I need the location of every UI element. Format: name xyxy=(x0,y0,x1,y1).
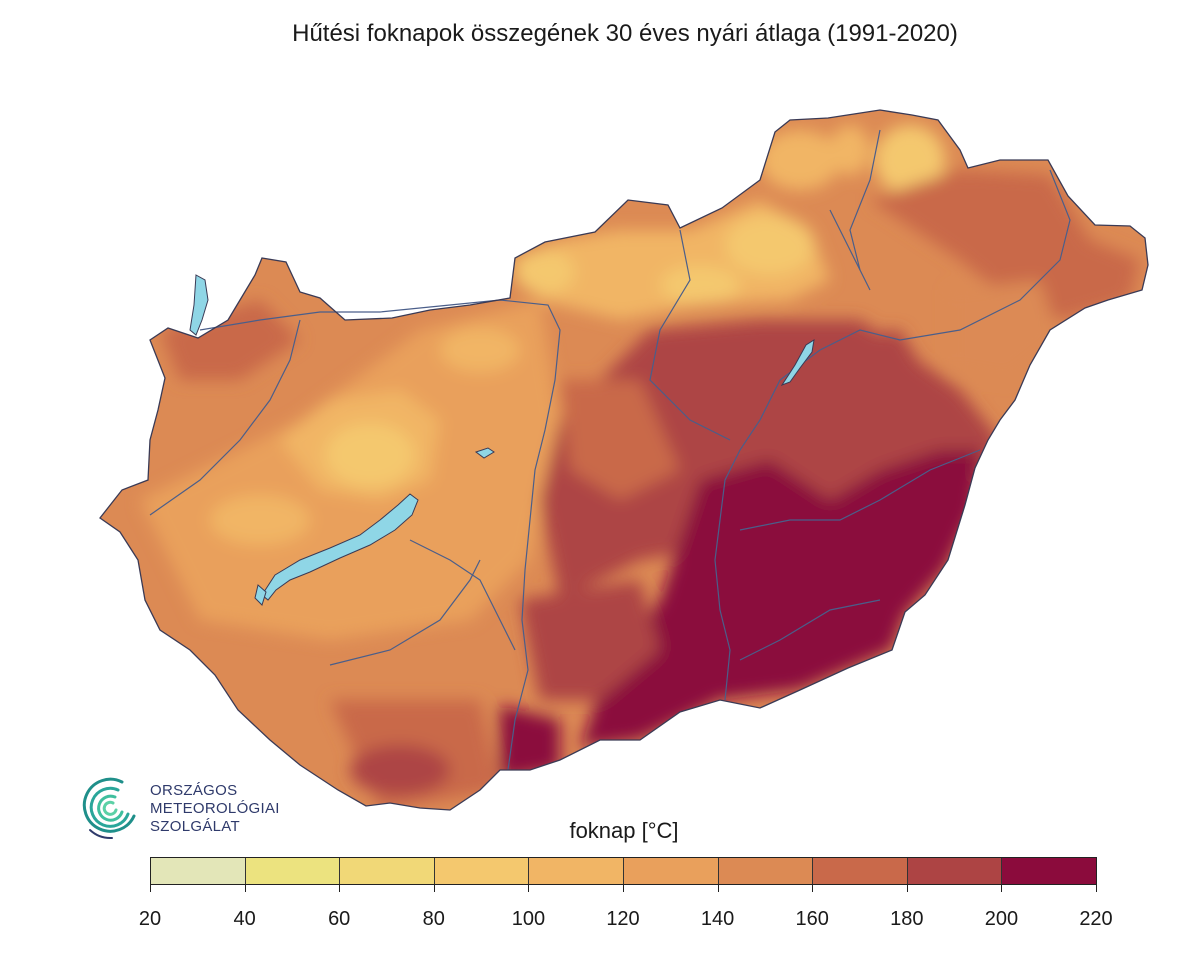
legend-swatch xyxy=(623,858,719,884)
legend-tick-label: 180 xyxy=(890,908,924,930)
river-drava-tributaries xyxy=(329,559,481,666)
river-danube xyxy=(199,299,561,771)
legend-tick-label: 120 xyxy=(606,908,640,930)
lake-tisza xyxy=(780,338,815,387)
legend-tick xyxy=(244,884,246,892)
legend-tick-label: 40 xyxy=(233,908,256,930)
legend-swatch xyxy=(151,858,246,884)
legend-tick-label: 160 xyxy=(795,908,829,930)
logo-line-3: SZOLGÁLAT xyxy=(150,818,240,835)
legend-tick xyxy=(1001,884,1003,892)
river-hernad xyxy=(849,129,881,271)
legend-tick xyxy=(812,884,814,892)
lakes xyxy=(189,274,815,606)
legend-tick xyxy=(433,884,435,892)
logo-swirl-icon xyxy=(82,777,136,840)
legend-swatch xyxy=(718,858,814,884)
river-koros xyxy=(739,449,981,531)
river-maros xyxy=(739,599,881,661)
logo-text: ORSZÁGOS METEOROLÓGIAI SZOLGÁLAT xyxy=(150,782,280,836)
legend-tick-label: 60 xyxy=(328,908,351,930)
river-sajo xyxy=(829,209,871,291)
lake-kis-balaton xyxy=(254,584,267,606)
legend-tick-label: 20 xyxy=(138,908,162,930)
legend-swatch xyxy=(340,858,435,884)
river-zagyva xyxy=(649,229,731,441)
legend-ticks xyxy=(150,884,1097,894)
river-raba xyxy=(149,319,301,516)
color-legend xyxy=(150,857,1097,885)
river-sio xyxy=(409,539,516,651)
legend-tick xyxy=(339,884,341,892)
legend-tick xyxy=(150,884,151,892)
legend-tick-label: 220 xyxy=(1079,908,1113,930)
legend-tick xyxy=(906,884,908,892)
legend-tick-label: 140 xyxy=(700,908,735,930)
legend-tick xyxy=(623,884,624,892)
legend-title: foknap [°C] xyxy=(569,818,679,843)
legend-swatch xyxy=(529,858,624,884)
lake-ferto xyxy=(189,274,209,336)
river-tisza xyxy=(714,169,1071,701)
map-title: Hűtési foknapok összegének 30 éves nyári… xyxy=(292,20,958,47)
legend-tick-label: 80 xyxy=(422,908,445,930)
logo-line-1: ORSZÁGOS xyxy=(150,782,238,799)
temperature-field xyxy=(100,110,1148,810)
legend-swatch xyxy=(434,858,530,884)
legend-tick xyxy=(1096,884,1097,892)
legend-swatch xyxy=(245,858,341,884)
lake-velence xyxy=(474,447,495,459)
logo-omsz: ORSZÁGOS METEOROLÓGIAI SZOLGÁLAT xyxy=(82,770,279,845)
lake-balaton xyxy=(261,493,419,601)
legend-tick xyxy=(717,884,719,892)
logo-line-2: METEOROLÓGIAI xyxy=(150,800,280,817)
legend-swatch xyxy=(813,858,908,884)
legend-swatch xyxy=(907,858,1003,884)
rivers xyxy=(149,129,1071,771)
legend-tick-label: 200 xyxy=(984,908,1019,930)
legend-swatch xyxy=(1002,858,1096,884)
legend-tick-label: 100 xyxy=(511,908,546,930)
legend-tick xyxy=(528,884,530,892)
